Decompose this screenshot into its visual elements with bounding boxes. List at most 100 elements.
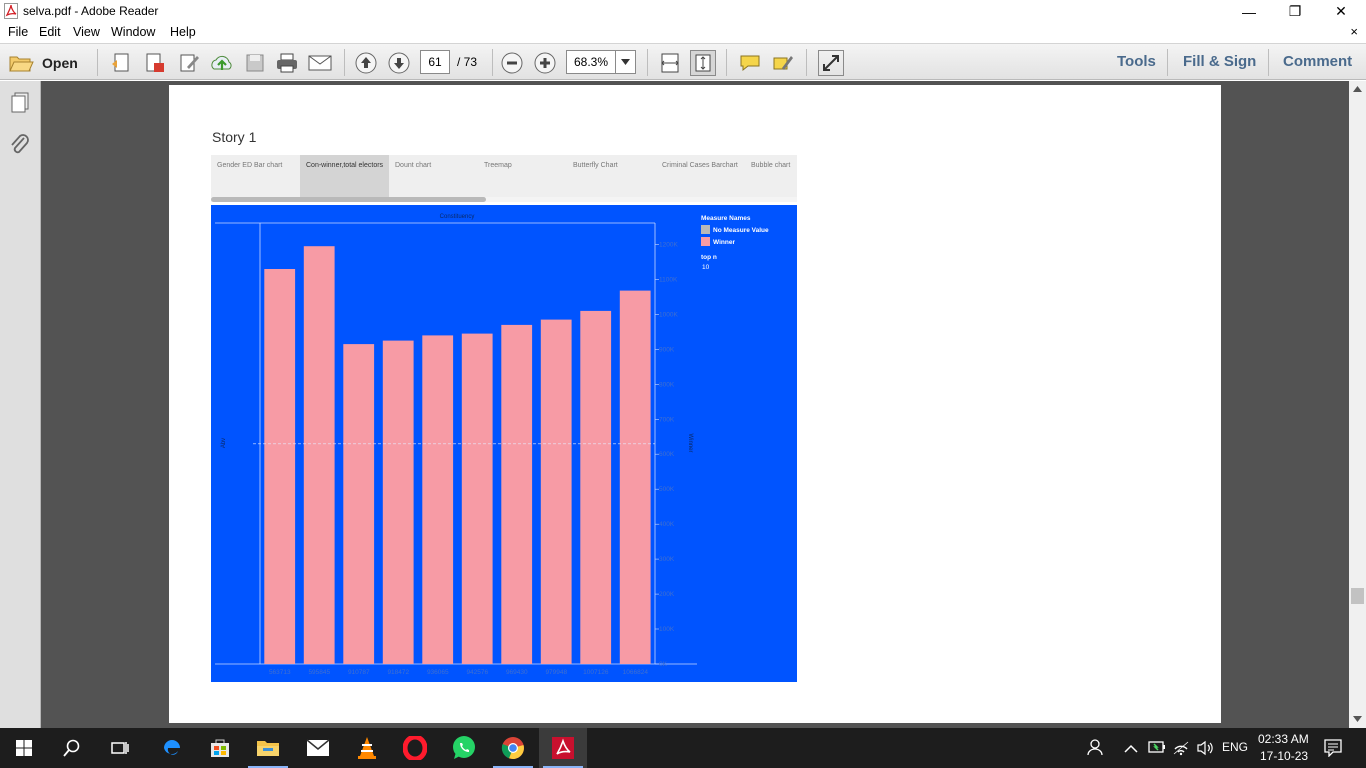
notification-icon bbox=[1324, 739, 1342, 758]
legend-swatch bbox=[701, 225, 710, 234]
taskbar-file-explorer[interactable] bbox=[244, 728, 292, 768]
page-thumbnails-button[interactable] bbox=[9, 91, 31, 118]
save-icon bbox=[246, 54, 264, 72]
open-button[interactable]: Open bbox=[8, 50, 88, 76]
page-number-input[interactable]: 61 bbox=[420, 50, 450, 74]
save-button[interactable] bbox=[242, 50, 268, 76]
taskbar-edge[interactable] bbox=[148, 728, 196, 768]
y-tick-label: 900K bbox=[659, 346, 675, 353]
scrollbar-thumb[interactable] bbox=[1351, 588, 1364, 604]
volume-icon bbox=[1197, 740, 1213, 756]
create-pdf-icon bbox=[112, 53, 129, 72]
menu-window[interactable]: Window bbox=[111, 25, 156, 39]
y-tick-label: 700K bbox=[659, 416, 675, 423]
network-status[interactable] bbox=[1172, 740, 1190, 761]
adobe-reader-app-icon bbox=[4, 3, 18, 19]
story-tabs: Gender ED Bar chart Con-winner,total ele… bbox=[211, 155, 797, 197]
attachments-button[interactable] bbox=[9, 133, 31, 162]
x-tick-label: 969430 bbox=[506, 669, 528, 676]
story-tabs-scroll-thumb[interactable] bbox=[211, 197, 486, 202]
open-label: Open bbox=[42, 55, 78, 71]
folder-icon bbox=[9, 56, 34, 72]
y-tick-label: 600K bbox=[659, 451, 675, 458]
close-document-button[interactable]: × bbox=[1350, 24, 1358, 39]
chart-bar bbox=[619, 290, 651, 664]
story-tab[interactable]: Dount chart bbox=[395, 162, 432, 169]
x-tick-label: 979948 bbox=[545, 669, 567, 676]
battery-status[interactable] bbox=[1148, 740, 1166, 759]
full-screen-button[interactable] bbox=[818, 50, 844, 76]
y-axis-left-label: Abv bbox=[221, 438, 227, 448]
fill-sign-pane-button[interactable]: Fill & Sign bbox=[1183, 53, 1257, 70]
menu-help[interactable]: Help bbox=[170, 25, 196, 39]
folder-icon bbox=[257, 741, 279, 756]
x-tick-label: 936065 bbox=[427, 669, 449, 676]
action-center-button[interactable] bbox=[1324, 739, 1342, 762]
next-page-button[interactable] bbox=[386, 50, 412, 76]
people-button[interactable] bbox=[1087, 738, 1105, 761]
zoom-out-button[interactable] bbox=[499, 50, 525, 76]
start-button[interactable] bbox=[0, 728, 48, 768]
print-button[interactable] bbox=[274, 50, 300, 76]
menu-edit[interactable]: Edit bbox=[39, 25, 61, 39]
zoom-dropdown-button[interactable] bbox=[615, 50, 636, 74]
scroll-down-arrow-icon[interactable] bbox=[1353, 716, 1362, 722]
taskbar-chrome[interactable] bbox=[489, 728, 537, 768]
chevron-up-icon bbox=[1124, 744, 1138, 753]
story-tab-active[interactable]: Con-winner,total electors bbox=[300, 155, 389, 197]
email-button[interactable] bbox=[307, 50, 333, 76]
taskbar-vlc[interactable] bbox=[343, 728, 391, 768]
upload-button[interactable] bbox=[209, 50, 235, 76]
taskbar-whatsapp[interactable] bbox=[440, 728, 488, 768]
y-tick-label: 400K bbox=[659, 521, 675, 528]
menu-view[interactable]: View bbox=[73, 25, 100, 39]
show-hidden-icons-button[interactable] bbox=[1124, 741, 1138, 759]
edit-pdf-button[interactable] bbox=[176, 50, 202, 76]
comment-pane-button[interactable]: Comment bbox=[1283, 53, 1353, 70]
search-button[interactable] bbox=[48, 728, 96, 768]
story-tab[interactable]: Gender ED Bar chart bbox=[217, 162, 283, 169]
taskbar-adobe-reader[interactable] bbox=[539, 728, 587, 768]
chart-bar bbox=[303, 246, 335, 664]
clock-time[interactable]: 02:33 AM bbox=[1258, 732, 1309, 746]
vertical-scrollbar[interactable] bbox=[1349, 81, 1366, 728]
taskbar-opera[interactable] bbox=[391, 728, 439, 768]
highlight-text-button[interactable] bbox=[770, 50, 796, 76]
chart-bar bbox=[461, 333, 493, 664]
y-tick-label: 1100K bbox=[659, 276, 678, 283]
story-tab[interactable]: Bubble chart bbox=[751, 162, 791, 169]
x-tick-label: 910787 bbox=[348, 669, 370, 676]
previous-page-button[interactable] bbox=[353, 50, 379, 76]
fit-width-button[interactable] bbox=[657, 50, 683, 76]
tools-pane-button[interactable]: Tools bbox=[1117, 53, 1156, 70]
create-pdf-button[interactable] bbox=[108, 50, 134, 76]
zoom-in-button[interactable] bbox=[532, 50, 558, 76]
close-button[interactable]: ✕ bbox=[1335, 3, 1347, 19]
task-view-button[interactable] bbox=[96, 728, 144, 768]
story-tab[interactable]: Butterfly Chart bbox=[573, 162, 618, 169]
chevron-down-icon bbox=[621, 59, 630, 65]
taskbar-store[interactable] bbox=[196, 728, 244, 768]
export-pdf-button[interactable] bbox=[142, 50, 168, 76]
sticky-note-button[interactable] bbox=[737, 50, 763, 76]
toolbar: Open 61 / 73 68.3% bbox=[0, 43, 1366, 80]
maximize-button[interactable]: ❐ bbox=[1288, 3, 1302, 19]
minimize-button[interactable]: — bbox=[1242, 3, 1256, 20]
scroll-up-arrow-icon[interactable] bbox=[1353, 86, 1362, 92]
story-tab[interactable]: Criminal Cases Barchart bbox=[662, 162, 738, 169]
story-tabs-scrollbar[interactable] bbox=[211, 197, 797, 202]
highlighter-icon bbox=[773, 56, 793, 70]
zoom-level-input[interactable]: 68.3% bbox=[566, 50, 616, 74]
menu-file[interactable]: File bbox=[8, 25, 29, 39]
taskbar-mail[interactable] bbox=[294, 728, 342, 768]
pages-icon bbox=[11, 92, 29, 113]
y-tick-label: 800K bbox=[659, 381, 675, 388]
fit-page-button[interactable] bbox=[690, 50, 716, 76]
x-tick-label: 563713 bbox=[269, 669, 291, 676]
volume-status[interactable] bbox=[1196, 740, 1214, 761]
story-tab[interactable]: Treemap bbox=[484, 162, 512, 169]
battery-icon bbox=[1148, 741, 1165, 753]
input-language[interactable]: ENG bbox=[1222, 740, 1249, 754]
parameter-title: top n bbox=[701, 254, 717, 261]
clock-date[interactable]: 17-10-23 bbox=[1260, 749, 1309, 763]
